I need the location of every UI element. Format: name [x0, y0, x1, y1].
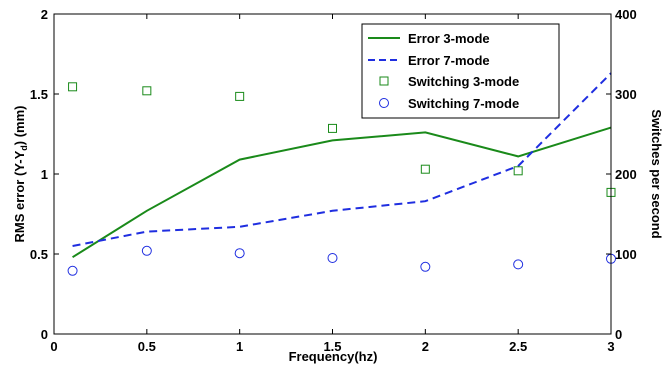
y-right-tick-label: 200	[615, 167, 637, 182]
x-tick-label: 2.5	[509, 339, 527, 354]
legend-entry-error-7-mode: Error 7-mode	[408, 53, 490, 68]
y-right-tick-label: 0	[615, 327, 622, 342]
data-point-switching-7-mode	[141, 245, 152, 256]
data-point-switching-3-mode	[328, 123, 337, 133]
y-axis-left: 0 0.5 1 1.5 2	[30, 7, 59, 342]
y-left-tick-label: 0.5	[30, 247, 48, 262]
legend-entry-error-3-mode: Error 3-mode	[408, 31, 490, 46]
legend-entry-switching-3-mode: Switching 3-mode	[408, 74, 519, 89]
data-point-switching-3-mode	[235, 91, 245, 101]
x-tick-label: 1	[236, 339, 243, 354]
data-point-switching-3-mode	[513, 166, 523, 176]
x-axis-label: Frequency(hz)	[289, 349, 378, 364]
data-point-switching-7-mode	[234, 248, 245, 259]
data-point-switching-7-mode	[327, 253, 338, 263]
y-right-tick-label: 400	[615, 7, 637, 22]
data-point-switching-7-mode	[513, 259, 524, 270]
x-tick-label: 0.5	[138, 339, 156, 354]
legend-entry-switching-7-mode: Switching 7-mode	[408, 96, 519, 111]
x-tick-label: 1.5	[323, 339, 341, 354]
data-point-switching-7-mode	[420, 261, 431, 272]
y-left-tick-label: 1	[41, 167, 48, 182]
y-right-tick-label: 100	[615, 247, 637, 262]
legend-swatch-switching-3-mode	[379, 76, 389, 86]
x-tick-label: 2	[422, 339, 429, 354]
plot-marks	[67, 72, 616, 276]
y-axis-right: 0 100 200 300 400	[606, 7, 637, 342]
data-point-switching-3-mode	[420, 164, 430, 174]
y-left-tick-label: 0	[41, 327, 48, 342]
y-left-tick-label: 2	[41, 7, 48, 22]
data-point-switching-7-mode	[67, 265, 78, 276]
y-right-tick-label: 300	[615, 87, 637, 102]
x-axis: 0 0.5 1 1.5 2 2.5 3	[50, 14, 615, 354]
series-line-error-3-mode	[72, 126, 612, 259]
x-tick-label: 0	[50, 339, 57, 354]
data-point-switching-3-mode	[68, 82, 78, 92]
legend: Error 3-mode Error 7-mode Switching 3-mo…	[361, 23, 560, 119]
data-point-switching-3-mode	[142, 86, 152, 96]
legend-box	[361, 23, 560, 119]
y-left-tick-label: 1.5	[30, 87, 48, 102]
y-axis-right-label: Switches per second	[649, 109, 664, 238]
y-axis-left-label: RMS error (Y-Yd) (mm)	[12, 106, 29, 243]
legend-swatch-switching-7-mode	[379, 98, 389, 108]
x-tick-label: 3	[607, 339, 614, 354]
series-line-error-7-mode	[72, 72, 612, 247]
